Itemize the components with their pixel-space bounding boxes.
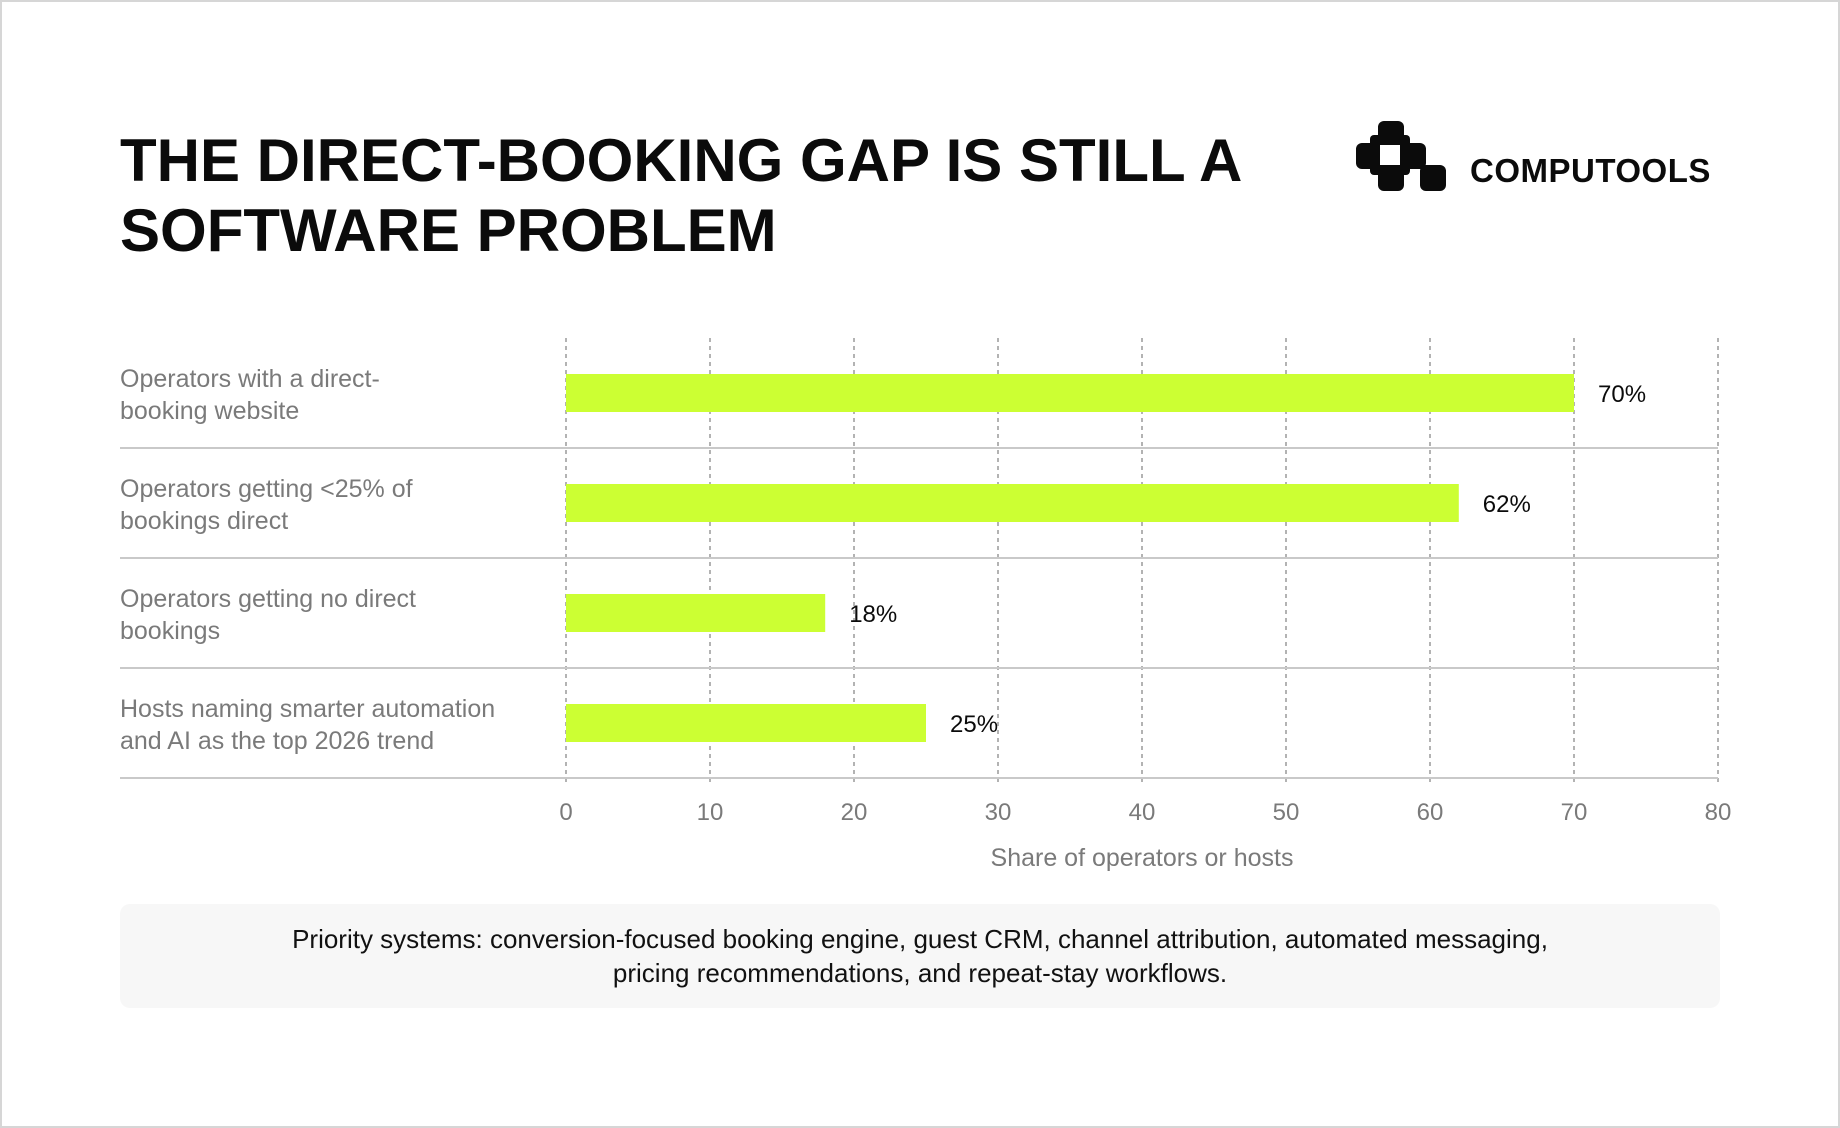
brand-name: COMPUTOOLS	[1470, 152, 1711, 189]
category-label-2-line-1: Operators getting <25% of	[120, 475, 413, 503]
brand-logo: COMPUTOOLS	[1356, 118, 1711, 198]
category-label-3-line-1: Operators getting no direct	[120, 585, 416, 613]
value-label-1: 70%	[1598, 381, 1646, 408]
category-label-4-line-1: Hosts naming smarter automation	[120, 695, 495, 723]
x-tick-label-60: 60	[1417, 799, 1444, 826]
bar-2	[566, 484, 1459, 522]
bar-3	[566, 594, 826, 632]
value-label-4: 25%	[950, 711, 998, 738]
x-tick-label-30: 30	[985, 799, 1012, 826]
x-tick-label-10: 10	[697, 799, 724, 826]
category-label-2-line-2: bookings direct	[120, 507, 288, 535]
note-text: Priority systems: conversion-focused boo…	[292, 924, 1548, 988]
category-label-1-line-1: Operators with a direct-	[120, 365, 380, 393]
x-tick-label-40: 40	[1129, 799, 1156, 826]
computools-logo-icon	[1356, 121, 1446, 191]
x-tick-label-80: 80	[1705, 799, 1732, 826]
x-tick-label-70: 70	[1561, 799, 1588, 826]
x-tick-label-0: 0	[559, 799, 572, 826]
x-tick-label-20: 20	[841, 799, 868, 826]
x-tick-label-50: 50	[1273, 799, 1300, 826]
chart-title: THE DIRECT-BOOKING GAP IS STILL A SOFTWA…	[120, 127, 1241, 264]
bar-1	[566, 374, 1574, 412]
value-label-3: 18%	[849, 601, 897, 628]
category-label-3-line-2: bookings	[120, 617, 220, 645]
bar-chart: 70% Operators with a direct-booking websi…	[120, 338, 1732, 872]
category-label-4-line-2: and AI as the top 2026 trend	[120, 727, 434, 755]
x-axis-title: Share of operators or hosts	[991, 844, 1294, 872]
category-label-1-line-2: booking website	[120, 397, 299, 425]
priority-systems-note: Priority systems: conversion-focused boo…	[120, 904, 1720, 1008]
value-label-2: 62%	[1483, 491, 1531, 518]
bar-4	[566, 704, 926, 742]
